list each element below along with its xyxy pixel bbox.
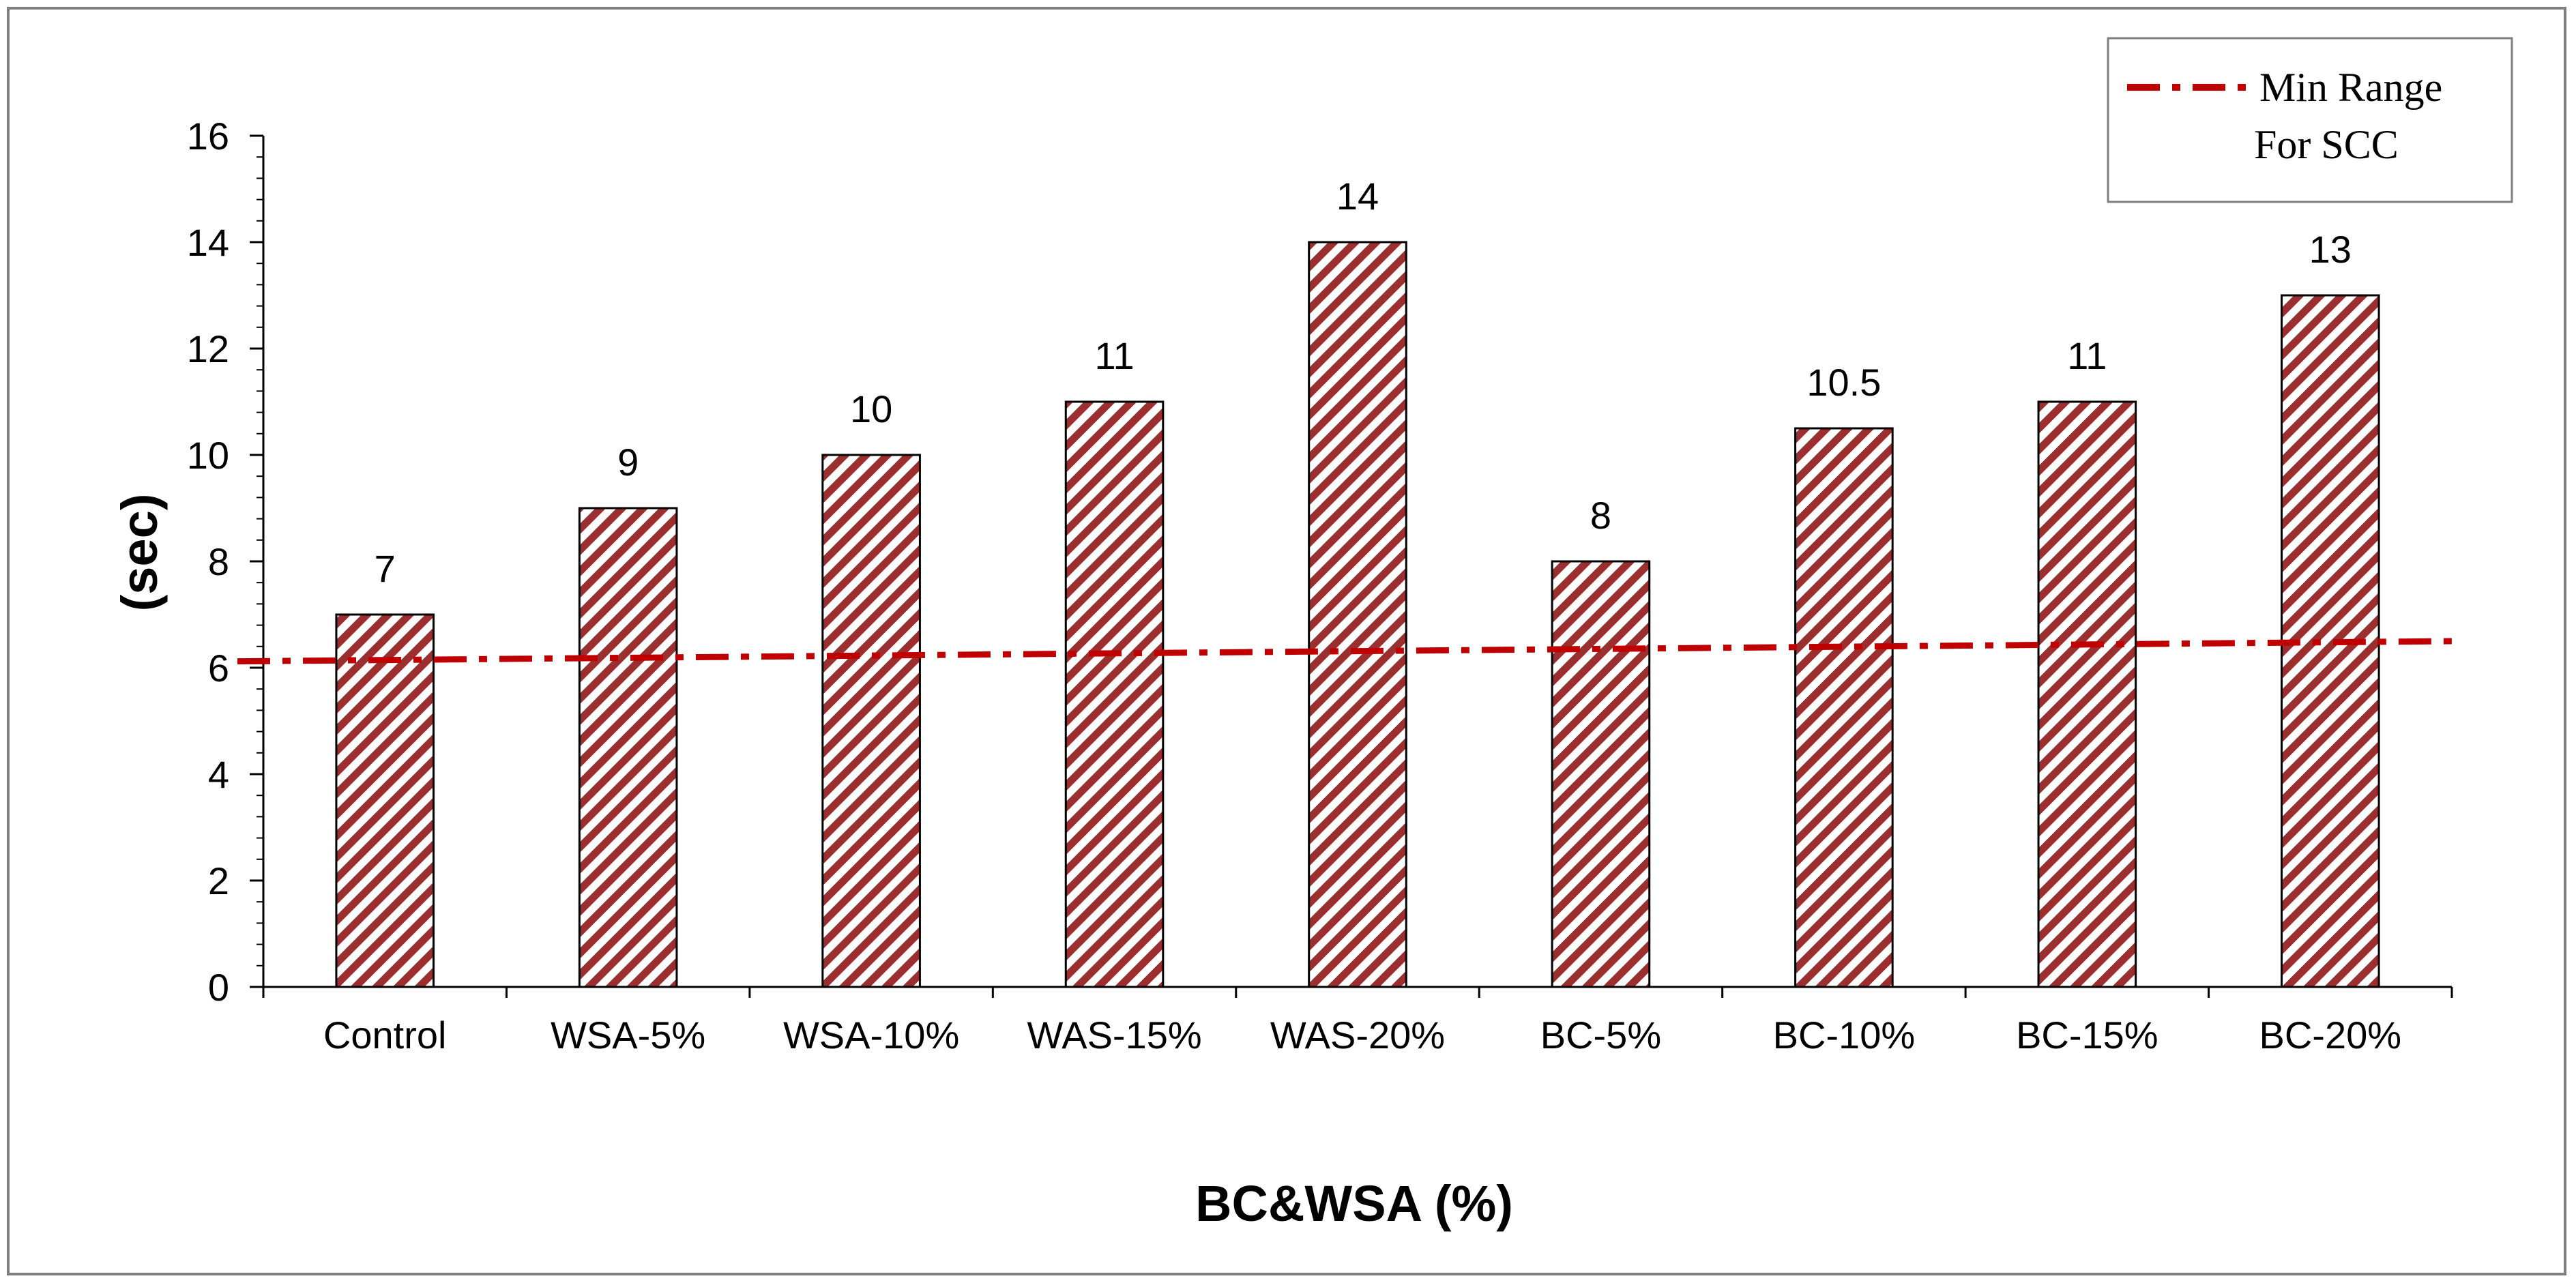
x-tick-label: WSA-5% [551,1014,705,1057]
y-tick-label: 2 [208,859,229,902]
y-tick-label: 6 [208,647,229,690]
bar-value-label: 10 [850,387,892,430]
x-tick-label: Control [323,1014,447,1057]
legend-box [2107,37,2513,203]
x-axis: Control WSA-5% WSA-10% WAS-15% WAS-20% BC-5% B… [262,986,2453,1057]
bar [1308,241,1407,988]
bar-value-label: 11 [2067,334,2107,377]
data-labels: 7 9 10 11 14 8 10.5 11 13 [375,175,2352,590]
y-tick-label: 14 [187,221,229,264]
legend-label-line1: Min Range [2259,65,2442,110]
x-tick-label: BC-10% [1773,1014,1916,1057]
x-tick-label: BC-20% [2259,1014,2402,1057]
min-range-line [237,638,2453,665]
x-tick-label: WSA-10% [783,1014,959,1057]
bar [1794,427,1894,988]
x-tick-label: BC-5% [1540,1014,1661,1057]
bar [578,507,678,988]
x-tick-label: WAS-20% [1270,1014,1445,1057]
y-tick-label: 0 [208,966,229,1009]
y-tick-label: 8 [208,540,229,583]
x-tick-label: WAS-15% [1027,1014,1201,1057]
bar-value-label: 14 [1336,175,1379,218]
bar-value-label: 10.5 [1806,361,1881,404]
x-axis-title: BC&WSA (%) [1195,1175,1513,1232]
bar-value-label: 13 [2309,228,2352,271]
x-tick-label: BC-15% [2016,1014,2158,1057]
bar-value-label: 11 [1094,334,1134,377]
bar [2037,400,2137,988]
bar [335,613,435,988]
y-tick-label: 10 [187,434,229,477]
y-tick-label: 4 [208,753,229,796]
bars [335,241,2380,988]
bar-value-label: 8 [1590,494,1611,537]
y-axis: 0 2 4 6 8 10 12 14 16 [187,115,265,1009]
legend: Min Range For SCC [2107,37,2513,203]
legend-label-line2: For SCC [2254,122,2399,167]
bar [1064,400,1165,988]
bar-value-label: 7 [375,547,396,590]
bar [1551,560,1651,988]
bar-value-label: 9 [617,441,639,484]
y-tick-label: 16 [187,115,229,158]
bar [821,454,921,988]
y-axis-title: (sec) [111,494,168,612]
y-tick-label: 12 [187,327,229,370]
reference-line-group [237,638,2453,665]
